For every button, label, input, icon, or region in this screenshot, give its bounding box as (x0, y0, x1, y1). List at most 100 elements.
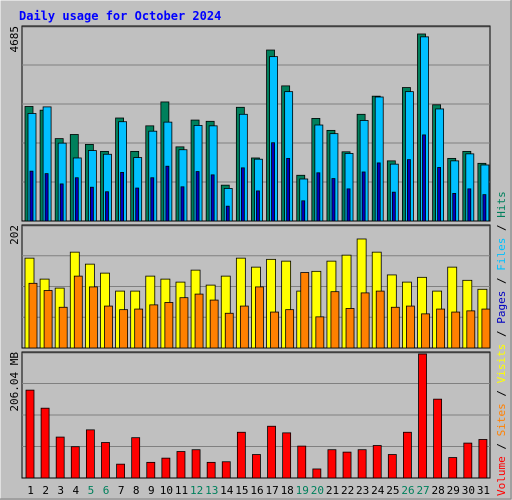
sites-bar (375, 290, 385, 349)
volume-bar (40, 407, 50, 479)
x-tick-label: 25 (386, 484, 399, 497)
x-axis-day-labels: 1 2 3 4 5 6 7 8 9 10 11 12 13 14 15 16 17 18 19 20 21 22 23 24 2… (27, 484, 490, 497)
bar-marks (24, 33, 491, 479)
sites-bar (436, 308, 446, 349)
pages-bar (74, 177, 79, 222)
x-tick-label: 7 (118, 484, 125, 497)
legend-item-visits: Visits (495, 344, 508, 384)
sites-bar (179, 297, 189, 349)
volume-bar (206, 461, 216, 479)
volume-bar (267, 425, 276, 479)
volume-bar (478, 439, 488, 479)
volume-bar (418, 353, 427, 479)
volume-bar (342, 451, 352, 479)
volume-bar (463, 442, 473, 479)
volume-bar (131, 437, 141, 479)
volume-bar (327, 449, 337, 479)
legend-item-pages: Pages (495, 291, 508, 324)
volume-bar (357, 449, 367, 479)
x-tick-label: 19 (296, 484, 309, 497)
pages-bar (301, 200, 306, 222)
legend-item-sites: Sites (495, 403, 508, 436)
pages-bar (59, 183, 64, 222)
x-tick-label: 18 (281, 484, 294, 497)
pages-bar (422, 134, 426, 222)
x-tick-label: 2 (42, 484, 49, 497)
pages-bar (89, 186, 94, 222)
sites-bar (300, 272, 310, 349)
volume-bar (116, 463, 125, 479)
volume-bar (55, 436, 65, 479)
sites-bar (209, 299, 219, 349)
sites-bar (28, 282, 38, 349)
x-tick-label: 21 (326, 484, 339, 497)
legend-separator: / (495, 271, 508, 291)
pages-bar (361, 171, 366, 222)
x-tick-label: 9 (148, 484, 155, 497)
x-tick-label: 27 (416, 484, 429, 497)
pages-bar (225, 205, 230, 222)
volume-bar (297, 445, 307, 479)
pages-bar (391, 191, 396, 222)
pages-bar (150, 177, 155, 222)
volume-bar (282, 432, 292, 479)
x-tick-label: 22 (341, 484, 354, 497)
pages-bar (180, 186, 185, 222)
pages-bar (452, 192, 457, 222)
sites-bar (58, 306, 68, 349)
volume-bar (372, 445, 382, 479)
x-tick-label: 28 (432, 484, 445, 497)
sites-bar (119, 309, 128, 349)
x-tick-label: 23 (356, 484, 369, 497)
pages-bar (29, 170, 34, 222)
legend-item-hits: Hits (495, 191, 508, 218)
x-tick-label: 3 (57, 484, 64, 497)
sites-bar (451, 311, 461, 349)
sites-bar (164, 302, 174, 349)
x-tick-label: 5 (88, 484, 95, 497)
sites-bar (134, 308, 144, 349)
volume-bar (252, 454, 261, 479)
sites-bar (390, 306, 400, 349)
bottom-panel-max-label: 206.04 MB (8, 352, 21, 412)
x-tick-label: 11 (175, 484, 188, 497)
sites-bar (315, 316, 325, 349)
legend-separator: / (495, 324, 508, 344)
x-tick-label: 10 (160, 484, 173, 497)
volume-bar (176, 451, 186, 479)
sites-bar (360, 292, 370, 349)
pages-bar (482, 194, 487, 222)
x-tick-label: 30 (462, 484, 475, 497)
volume-bar (191, 449, 201, 479)
sites-bar (104, 305, 113, 349)
legend-separator: / (495, 218, 508, 238)
x-tick-label: 16 (250, 484, 263, 497)
volume-bar (25, 389, 35, 479)
pages-bar (467, 188, 472, 222)
pages-bar (240, 167, 245, 222)
sites-bar (406, 305, 415, 349)
sites-bar (149, 304, 159, 349)
x-tick-label: 24 (371, 484, 385, 497)
pages-bar (331, 178, 336, 222)
legend-item-volume: Volume (495, 456, 508, 496)
x-tick-label: 8 (133, 484, 140, 497)
x-tick-label: 20 (311, 484, 324, 497)
pages-bar (210, 174, 215, 222)
pages-bar (346, 188, 351, 222)
x-tick-label: 6 (103, 484, 110, 497)
sites-bar (88, 286, 98, 349)
x-tick-label: 31 (477, 484, 490, 497)
pages-bar (271, 142, 275, 222)
pages-bar (135, 187, 140, 222)
volume-bar (85, 429, 95, 479)
x-tick-label: 13 (205, 484, 218, 497)
sites-bar (73, 275, 83, 349)
sites-bar (466, 310, 476, 349)
pages-bar (195, 171, 200, 222)
sites-bar (481, 308, 491, 349)
sites-bar (194, 293, 204, 349)
volume-bar (433, 398, 443, 479)
legend-separator: / (495, 383, 508, 403)
